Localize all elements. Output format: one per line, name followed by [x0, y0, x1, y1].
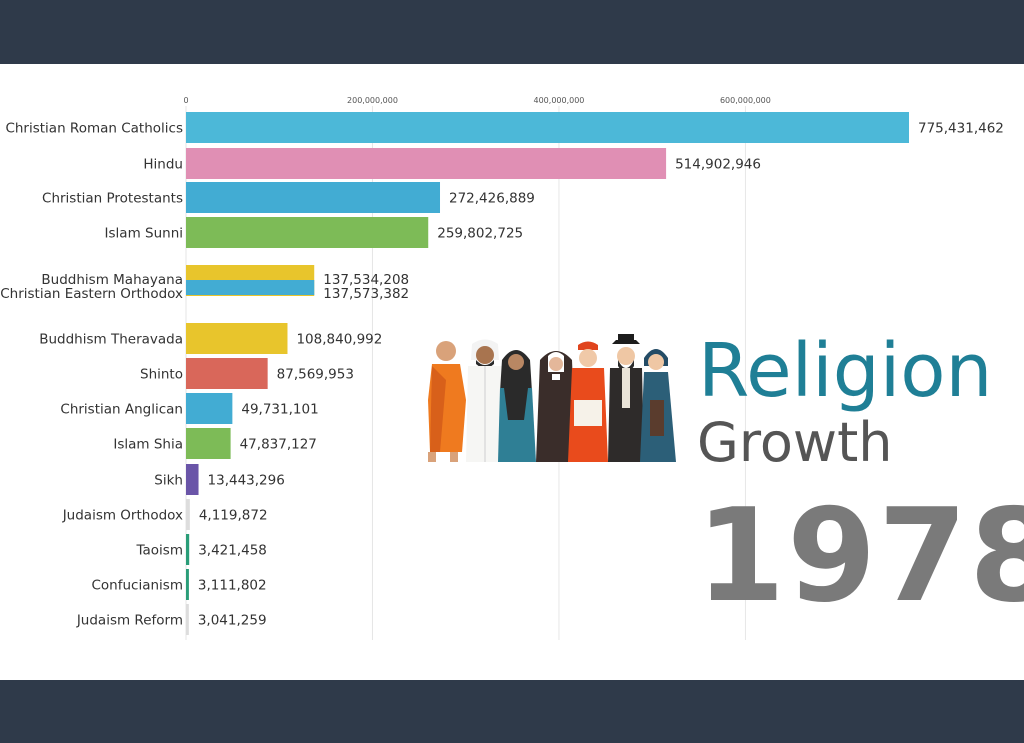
- nun-figure: [536, 351, 576, 462]
- category-label: Shinto: [140, 367, 183, 383]
- x-tick-label: 600,000,000: [720, 96, 771, 105]
- bar: [186, 217, 429, 248]
- bar: [186, 569, 189, 600]
- x-tick-label: 0: [183, 96, 188, 105]
- bar: [186, 464, 199, 495]
- top-letterbox: [0, 0, 1024, 64]
- category-label: Buddhism Mahayana: [41, 272, 183, 288]
- arab-man-figure: [466, 339, 504, 462]
- x-tick-label: 200,000,000: [347, 96, 398, 105]
- bars: [186, 112, 909, 635]
- category-label: Confucianism: [92, 578, 184, 594]
- category-label: Christian Roman Catholics: [5, 121, 183, 137]
- bar: [186, 428, 231, 459]
- category-label: Sikh: [154, 473, 183, 489]
- bar: [186, 112, 909, 143]
- bar: [186, 604, 189, 635]
- value-label: 13,443,296: [208, 473, 285, 489]
- value-label: 3,041,259: [198, 613, 267, 629]
- value-label: 49,731,101: [241, 402, 318, 418]
- value-label: 137,573,382: [323, 286, 409, 302]
- bar: [186, 148, 667, 179]
- x-tick-label: 400,000,000: [534, 96, 585, 105]
- value-label: 3,111,802: [198, 578, 267, 594]
- bar: [186, 358, 268, 389]
- bottom-letterbox: [0, 680, 1024, 743]
- category-label: Buddhism Theravada: [39, 332, 183, 348]
- category-label: Islam Shia: [113, 437, 183, 453]
- value-labels: 775,431,462 514,902,946 272,426,889 259,802…: [198, 121, 1004, 629]
- value-label: 3,421,458: [198, 543, 267, 559]
- value-label: 47,837,127: [240, 437, 317, 453]
- title-line2: Growth: [697, 411, 892, 474]
- category-label: Judaism Orthodox: [62, 508, 183, 524]
- year-label: 1978: [696, 482, 1024, 631]
- bar: [186, 534, 190, 565]
- woman-figure: [640, 349, 676, 462]
- bar: [186, 280, 315, 295]
- category-label: Christian Eastern Orthodox: [0, 286, 183, 302]
- jewish-man-figure: [608, 334, 644, 462]
- people-of-different-religions-illustration: [428, 334, 676, 462]
- bar: [186, 323, 288, 354]
- category-label: Islam Sunni: [105, 226, 183, 242]
- value-label: 108,840,992: [296, 332, 382, 348]
- title-line1: Religion: [698, 328, 992, 414]
- hijab-woman-figure: [498, 350, 536, 462]
- value-label: 137,534,208: [323, 272, 409, 288]
- bar: [186, 499, 190, 530]
- category-label: Taoism: [136, 543, 183, 559]
- value-label: 514,902,946: [675, 157, 761, 173]
- category-label: Judaism Reform: [76, 613, 183, 629]
- category-label: Christian Protestants: [42, 191, 183, 207]
- cardinal-figure: [568, 341, 608, 462]
- monk-figure: [428, 341, 466, 462]
- value-label: 259,802,725: [437, 226, 523, 242]
- x-axis-ticks: 0 200,000,000 400,000,000 600,000,000: [183, 96, 770, 105]
- value-label: 775,431,462: [918, 121, 1004, 137]
- value-label: 272,426,889: [449, 191, 535, 207]
- category-label: Hindu: [143, 157, 183, 173]
- category-label: Christian Anglican: [60, 402, 183, 418]
- value-label: 4,119,872: [199, 508, 268, 524]
- value-label: 87,569,953: [277, 367, 354, 383]
- bar: [186, 182, 441, 213]
- category-labels: Christian Roman Catholics Hindu Christian …: [0, 121, 183, 629]
- bar: [186, 393, 233, 424]
